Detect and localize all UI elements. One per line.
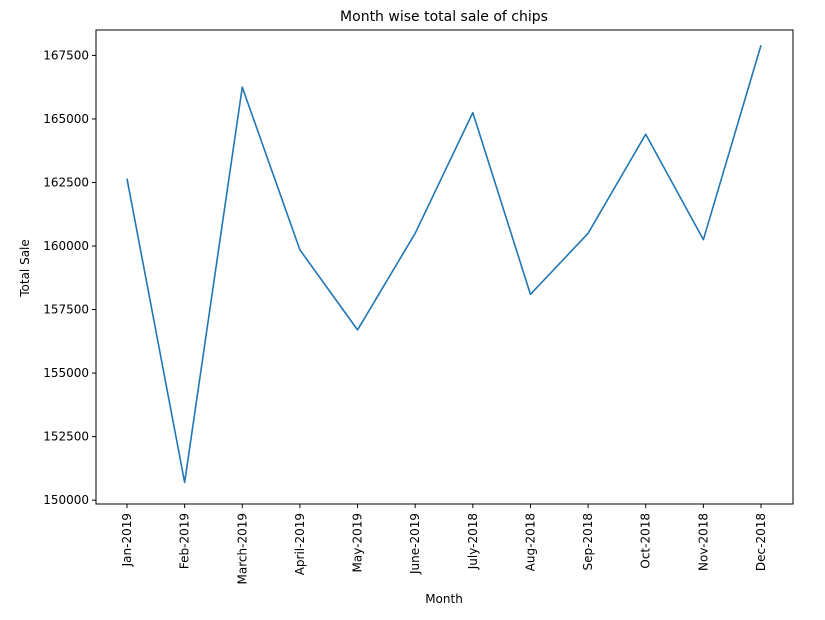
plot-frame — [95, 29, 794, 505]
plot-area: 150000 152500 155000 157500 160000 162500 1650… — [43, 29, 794, 584]
y-axis-label: Total Sale — [18, 239, 32, 298]
x-tick-label: Jan-2019 — [120, 513, 134, 567]
x-tick-label: Aug-2018 — [523, 513, 537, 571]
data-point — [298, 248, 301, 251]
y-tick-label: 160000 — [43, 239, 89, 253]
x-tick-label: Dec-2018 — [754, 513, 768, 571]
data-point — [183, 481, 186, 484]
x-tick-label: June-2019 — [408, 513, 422, 575]
data-point — [644, 133, 647, 136]
x-tick-label: March-2019 — [235, 513, 249, 584]
x-tick-label: Nov-2018 — [696, 513, 710, 571]
x-axis-label: Month — [425, 592, 463, 606]
series-line — [126, 45, 762, 484]
y-tick-label: 165000 — [43, 112, 89, 126]
data-point — [241, 86, 244, 89]
x-tick-label: April-2019 — [293, 513, 307, 575]
y-tick-label: 167500 — [43, 48, 89, 62]
data-point — [356, 328, 359, 331]
y-tick-label: 155000 — [43, 366, 89, 380]
data-point — [587, 232, 590, 235]
data-point — [529, 293, 532, 296]
data-point — [471, 111, 474, 114]
data-point — [414, 232, 417, 235]
y-tick-label: 152500 — [43, 430, 89, 444]
data-point — [702, 238, 705, 241]
y-tick-label: 157500 — [43, 303, 89, 317]
x-tick-label: July-2018 — [466, 513, 480, 570]
y-tick-label: 162500 — [43, 175, 89, 189]
data-point — [126, 177, 129, 180]
x-tick-label: Sep-2018 — [581, 513, 595, 571]
y-tick-label: 150000 — [43, 493, 89, 507]
chart-title: Month wise total sale of chips — [340, 9, 548, 25]
x-tick-label: Feb-2019 — [178, 513, 192, 569]
data-point — [760, 44, 763, 47]
x-tick-label: May-2019 — [351, 513, 365, 572]
x-tick-label: Oct-2018 — [639, 513, 653, 569]
